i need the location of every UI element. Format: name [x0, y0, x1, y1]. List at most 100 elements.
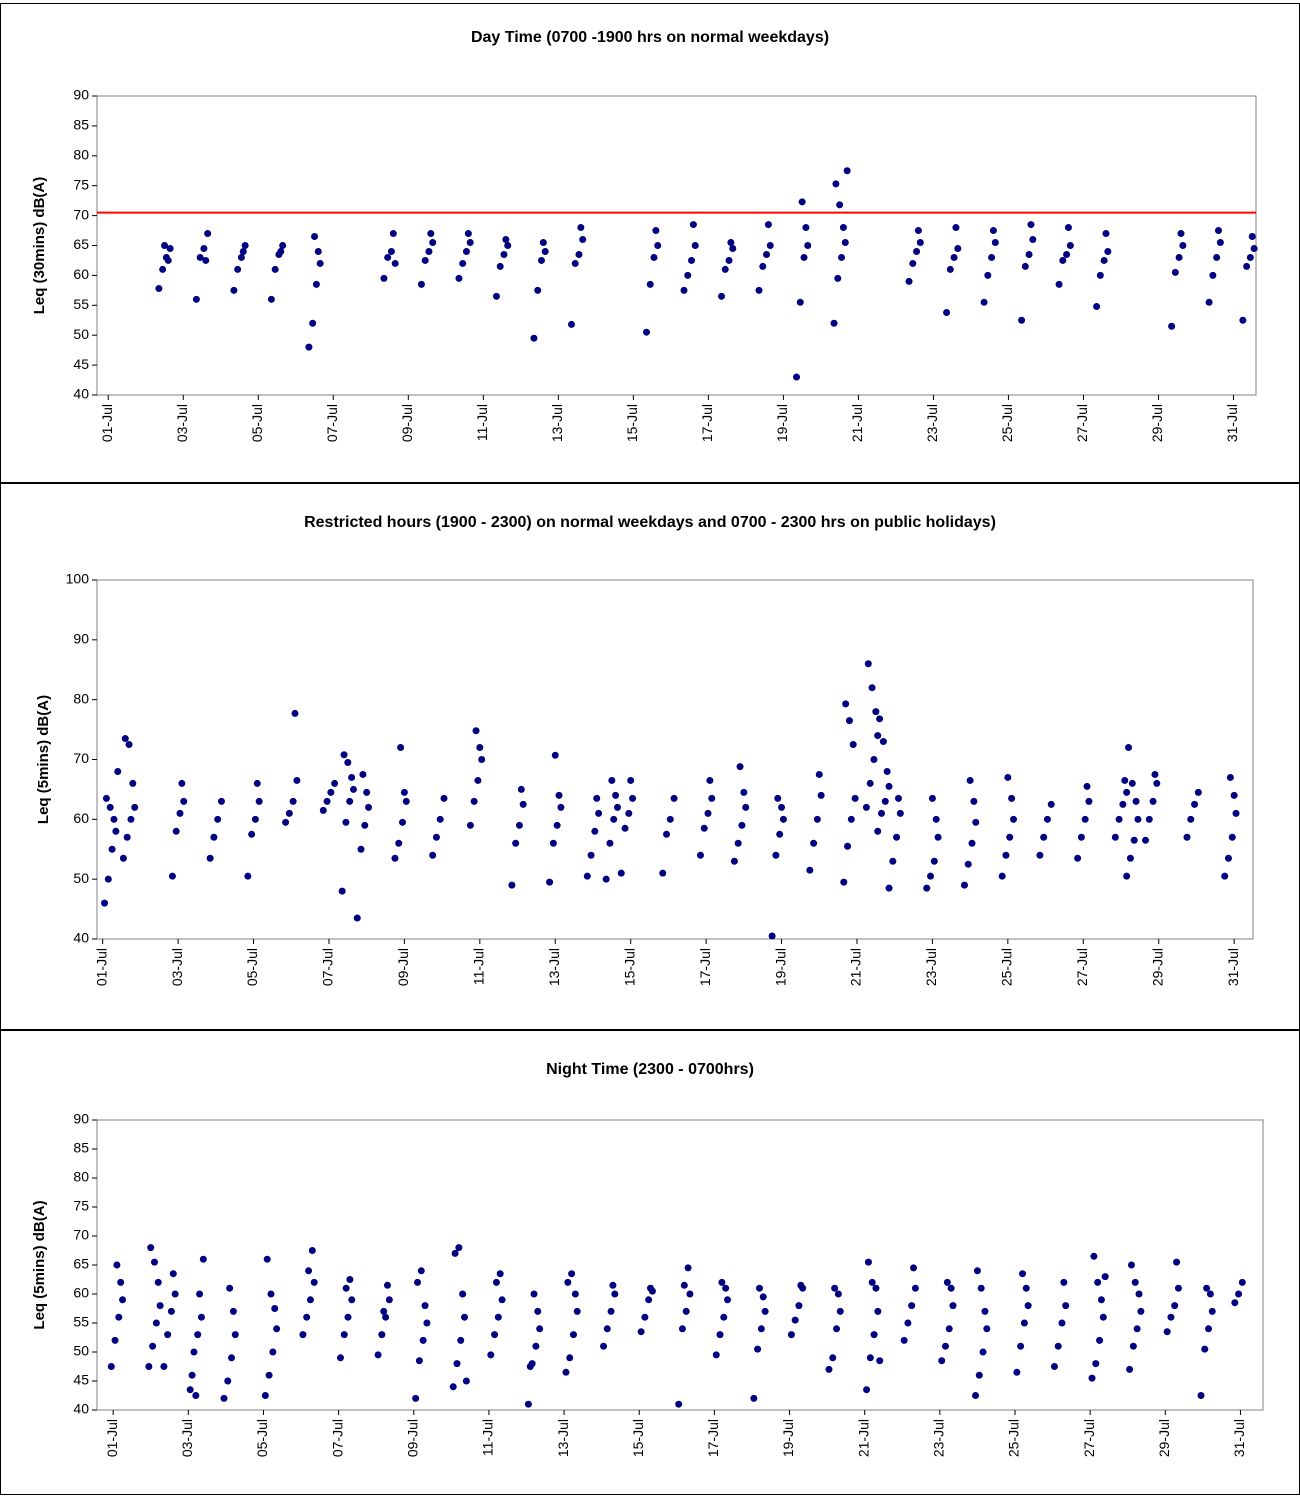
data-point [107, 1363, 115, 1370]
y-tick-label: 40 [73, 1401, 89, 1417]
data-point [650, 253, 658, 261]
data-point [927, 872, 935, 880]
data-point [1018, 316, 1026, 324]
data-point [166, 244, 174, 252]
data-point [980, 298, 988, 306]
data-point [960, 881, 968, 889]
data-point [1002, 851, 1010, 859]
data-point [508, 881, 516, 889]
data-point [391, 854, 399, 862]
x-tick-label: 05-Jul [249, 404, 265, 442]
data-point [806, 866, 814, 874]
data-point [277, 247, 285, 255]
data-point [346, 1276, 354, 1283]
data-point [1231, 1299, 1239, 1307]
data-point [389, 230, 397, 238]
data-point [1205, 298, 1213, 306]
data-point [541, 247, 549, 255]
data-point [724, 1296, 732, 1304]
data-point [361, 821, 369, 829]
data-point [1126, 1365, 1134, 1373]
data-point [310, 1278, 318, 1286]
data-point [311, 233, 319, 241]
data-point [553, 821, 561, 829]
data-point [842, 700, 850, 708]
x-tick-label: 27-Jul [1081, 1419, 1097, 1457]
data-point [451, 1249, 459, 1257]
data-point [432, 833, 440, 841]
data-point [862, 803, 870, 811]
data-point [1232, 809, 1240, 817]
data-point [1096, 271, 1104, 279]
data-point [1235, 1290, 1243, 1298]
x-tick-label: 19-Jul [774, 404, 790, 442]
data-point [200, 244, 208, 252]
data-point [112, 827, 120, 835]
data-point [1239, 316, 1247, 324]
data-point [470, 797, 478, 805]
data-point [1092, 1360, 1100, 1368]
y-axis-label: Leq (5mins) dB(A) [35, 695, 52, 824]
data-point [954, 244, 962, 252]
data-point [905, 277, 913, 285]
data-point [255, 797, 263, 805]
data-point [627, 776, 635, 784]
data-point [156, 1302, 164, 1310]
data-point [617, 869, 625, 877]
x-tick-label: 17-Jul [699, 404, 715, 442]
data-point [984, 271, 992, 279]
data-point [502, 236, 510, 244]
data-point [206, 854, 214, 862]
data-point [810, 839, 818, 847]
data-point [787, 1331, 795, 1339]
data-point [269, 1348, 277, 1356]
data-point [340, 751, 348, 759]
data-point [1183, 833, 1191, 841]
data-point [125, 741, 133, 749]
x-tick-label: 19-Jul [780, 1419, 796, 1457]
data-point [877, 809, 885, 817]
data-point [1126, 854, 1134, 862]
data-point [539, 239, 547, 247]
data-point [923, 884, 931, 892]
data-point [893, 833, 901, 841]
data-point [1043, 815, 1051, 823]
data-point [863, 1386, 871, 1394]
data-point [498, 1296, 506, 1304]
data-point [167, 1307, 175, 1315]
data-point [941, 1342, 949, 1350]
data-point [879, 738, 887, 746]
data-point [913, 247, 921, 255]
data-point [353, 914, 361, 922]
y-tick-label: 50 [73, 326, 89, 342]
data-point [864, 660, 872, 668]
data-point [338, 887, 346, 895]
data-point [412, 1394, 420, 1402]
y-tick-label: 60 [73, 266, 89, 282]
plot-area [96, 95, 1257, 396]
data-point [613, 803, 621, 811]
data-point [591, 827, 599, 835]
data-point [579, 236, 587, 244]
data-point [712, 1351, 720, 1359]
data-point [239, 247, 247, 255]
data-point [795, 1302, 803, 1310]
data-point [1022, 1284, 1030, 1292]
y-tick-label: 50 [73, 1343, 89, 1359]
data-point [348, 1296, 356, 1304]
data-point [115, 1313, 123, 1321]
data-point [106, 803, 114, 811]
data-point [1083, 782, 1091, 790]
y-tick-label: 75 [73, 176, 89, 192]
data-point [825, 1365, 833, 1373]
data-point [312, 280, 320, 288]
data-point [1187, 815, 1195, 823]
data-point [1119, 800, 1127, 808]
y-tick-label: 85 [73, 1140, 89, 1156]
x-tick-label: 09-Jul [404, 1419, 420, 1457]
data-point [872, 1284, 880, 1292]
data-point [577, 224, 585, 232]
y-tick-label: 70 [73, 206, 89, 222]
data-point [759, 1293, 767, 1301]
